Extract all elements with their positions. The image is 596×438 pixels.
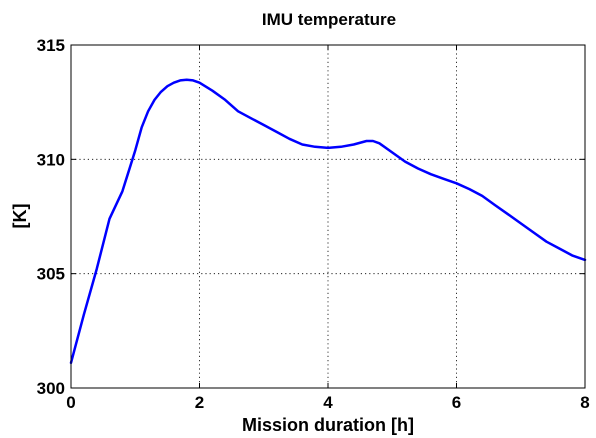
x-tick-label: 8 [580, 393, 589, 412]
tick-labels: 0 2 4 6 8 300 305 310 315 [37, 36, 590, 412]
temperature-series-line [69, 78, 587, 365]
grid [71, 45, 585, 388]
y-axis-label: [K] [10, 204, 30, 229]
x-axis-label: Mission duration [h] [242, 415, 414, 435]
series-layer [69, 78, 587, 365]
ticks [70, 44, 586, 389]
y-tick-label: 310 [37, 150, 65, 169]
y-tick-label: 300 [37, 379, 65, 398]
x-tick-label: 2 [195, 393, 204, 412]
x-tick-label: 6 [452, 393, 461, 412]
x-tick-label: 0 [66, 393, 75, 412]
y-tick-label: 315 [37, 36, 65, 55]
x-tick-label: 4 [323, 393, 333, 412]
y-tick-label: 305 [37, 265, 65, 284]
chart-title: IMU temperature [262, 10, 396, 29]
